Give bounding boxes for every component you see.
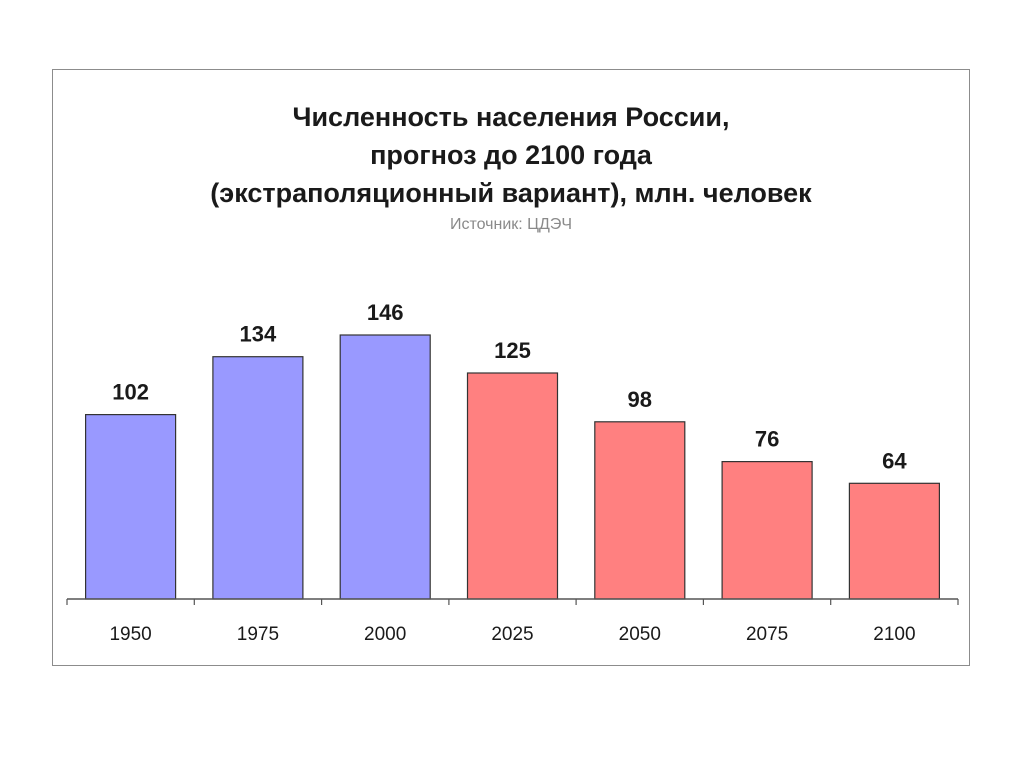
x-tick-label-2025: 2025 <box>491 624 533 645</box>
chart-title: Численность населения России, прогноз до… <box>53 98 969 212</box>
bar-1975 <box>212 356 304 600</box>
x-tick-label-2000: 2000 <box>364 624 406 645</box>
data-label-1975: 134 <box>240 322 277 347</box>
data-label-2000: 146 <box>367 300 404 325</box>
bar-2000 <box>339 334 431 600</box>
chart-frame: Численность населения России, прогноз до… <box>52 69 970 666</box>
data-label-2025: 125 <box>494 338 531 363</box>
data-label-2050: 98 <box>628 387 652 412</box>
x-tick-label-1950: 1950 <box>109 624 151 645</box>
x-tick-label-2100: 2100 <box>873 624 915 645</box>
chart-title-line-2: прогноз до 2100 года <box>370 140 652 170</box>
bar-2025 <box>466 372 559 600</box>
chart-source: Источник: ЦДЭЧ <box>449 216 573 233</box>
data-label-2100: 64 <box>882 448 907 473</box>
bar-2075 <box>721 461 813 600</box>
data-label-2075: 76 <box>755 427 779 452</box>
x-tick-label-1975: 1975 <box>237 624 279 645</box>
chart-title-line-1: Численность населения России, <box>292 102 730 132</box>
bar-1950 <box>84 414 177 600</box>
x-tick-label-2050: 2050 <box>619 624 661 645</box>
chart-title-line-3: (экстраполяционный вариант), млн. челове… <box>210 178 812 208</box>
data-label-1950: 102 <box>112 380 149 405</box>
bar-2100 <box>848 482 941 600</box>
x-tick-label-2075: 2075 <box>746 624 788 645</box>
bar-chart-plot: 102 1950 134 1975 146 2000 125 2025 98 2050 76 2075… <box>66 300 959 645</box>
bar-2050 <box>594 421 686 600</box>
